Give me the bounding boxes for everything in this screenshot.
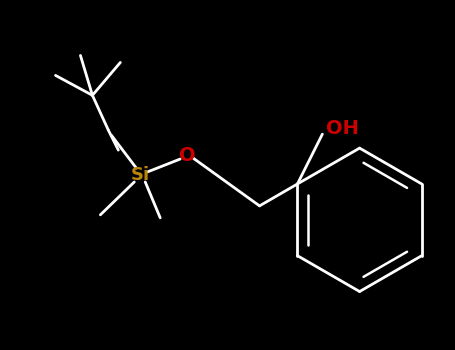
Text: OH: OH [326, 119, 359, 138]
Text: O: O [179, 146, 196, 164]
Text: Si: Si [131, 166, 150, 184]
